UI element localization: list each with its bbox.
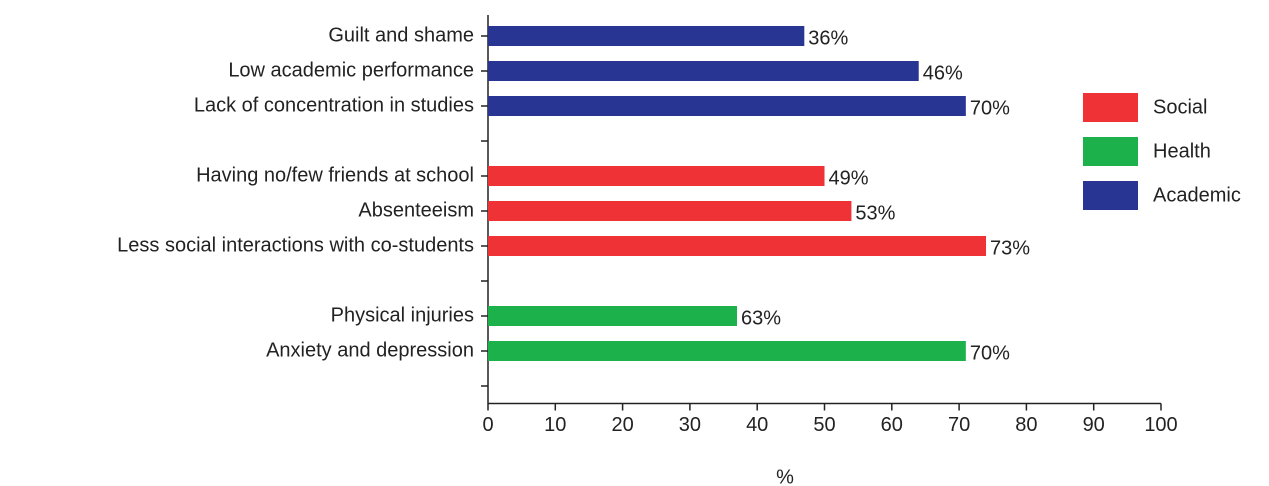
x-tick-label: 10 (544, 414, 566, 436)
x-tick-label: 60 (881, 414, 903, 436)
y-tick-label: Lack of concentration in studies (194, 94, 474, 116)
x-tick-label: 50 (813, 414, 835, 436)
legend-label: Social (1153, 96, 1207, 118)
bar-label: 36% (808, 27, 848, 49)
bar (488, 341, 966, 361)
x-tick-label: 0 (482, 414, 493, 436)
bar (488, 61, 919, 81)
bar-label: 53% (855, 202, 895, 224)
bar (488, 26, 805, 46)
legend-swatch (1083, 181, 1138, 210)
bar (488, 166, 825, 186)
x-tick-label: 90 (1083, 414, 1105, 436)
bar-label: 73% (990, 237, 1030, 259)
x-tick-label: 70 (948, 414, 970, 436)
x-tick-label: 40 (746, 414, 768, 436)
legend-label: Health (1153, 140, 1211, 162)
legend-label: Academic (1153, 184, 1241, 206)
bar-label: 46% (923, 62, 963, 84)
bar (488, 96, 966, 116)
y-tick-label: Having no/few friends at school (196, 164, 474, 186)
y-tick-label: Less social interactions with co-student… (117, 234, 474, 256)
y-tick-label: Anxiety and depression (266, 339, 474, 361)
bar-label: 49% (829, 167, 869, 189)
x-tick-label: 100 (1144, 414, 1177, 436)
x-tick-label: 80 (1015, 414, 1037, 436)
bar (488, 201, 852, 221)
x-tick-label: 20 (611, 414, 633, 436)
bar (488, 236, 987, 256)
x-axis-label: % (776, 466, 794, 486)
bar-label: 63% (741, 307, 781, 329)
y-tick-label: Absenteeism (358, 199, 474, 221)
y-tick-label: Guilt and shame (328, 24, 474, 46)
legend-swatch (1083, 137, 1138, 166)
legend-swatch (1083, 93, 1138, 122)
y-tick-label: Physical injuries (331, 304, 474, 326)
bar-label: 70% (970, 342, 1010, 364)
x-tick-label: 30 (679, 414, 701, 436)
bar-label: 70% (970, 97, 1010, 119)
y-tick-label: Low academic performance (228, 59, 474, 81)
bar (488, 306, 738, 326)
